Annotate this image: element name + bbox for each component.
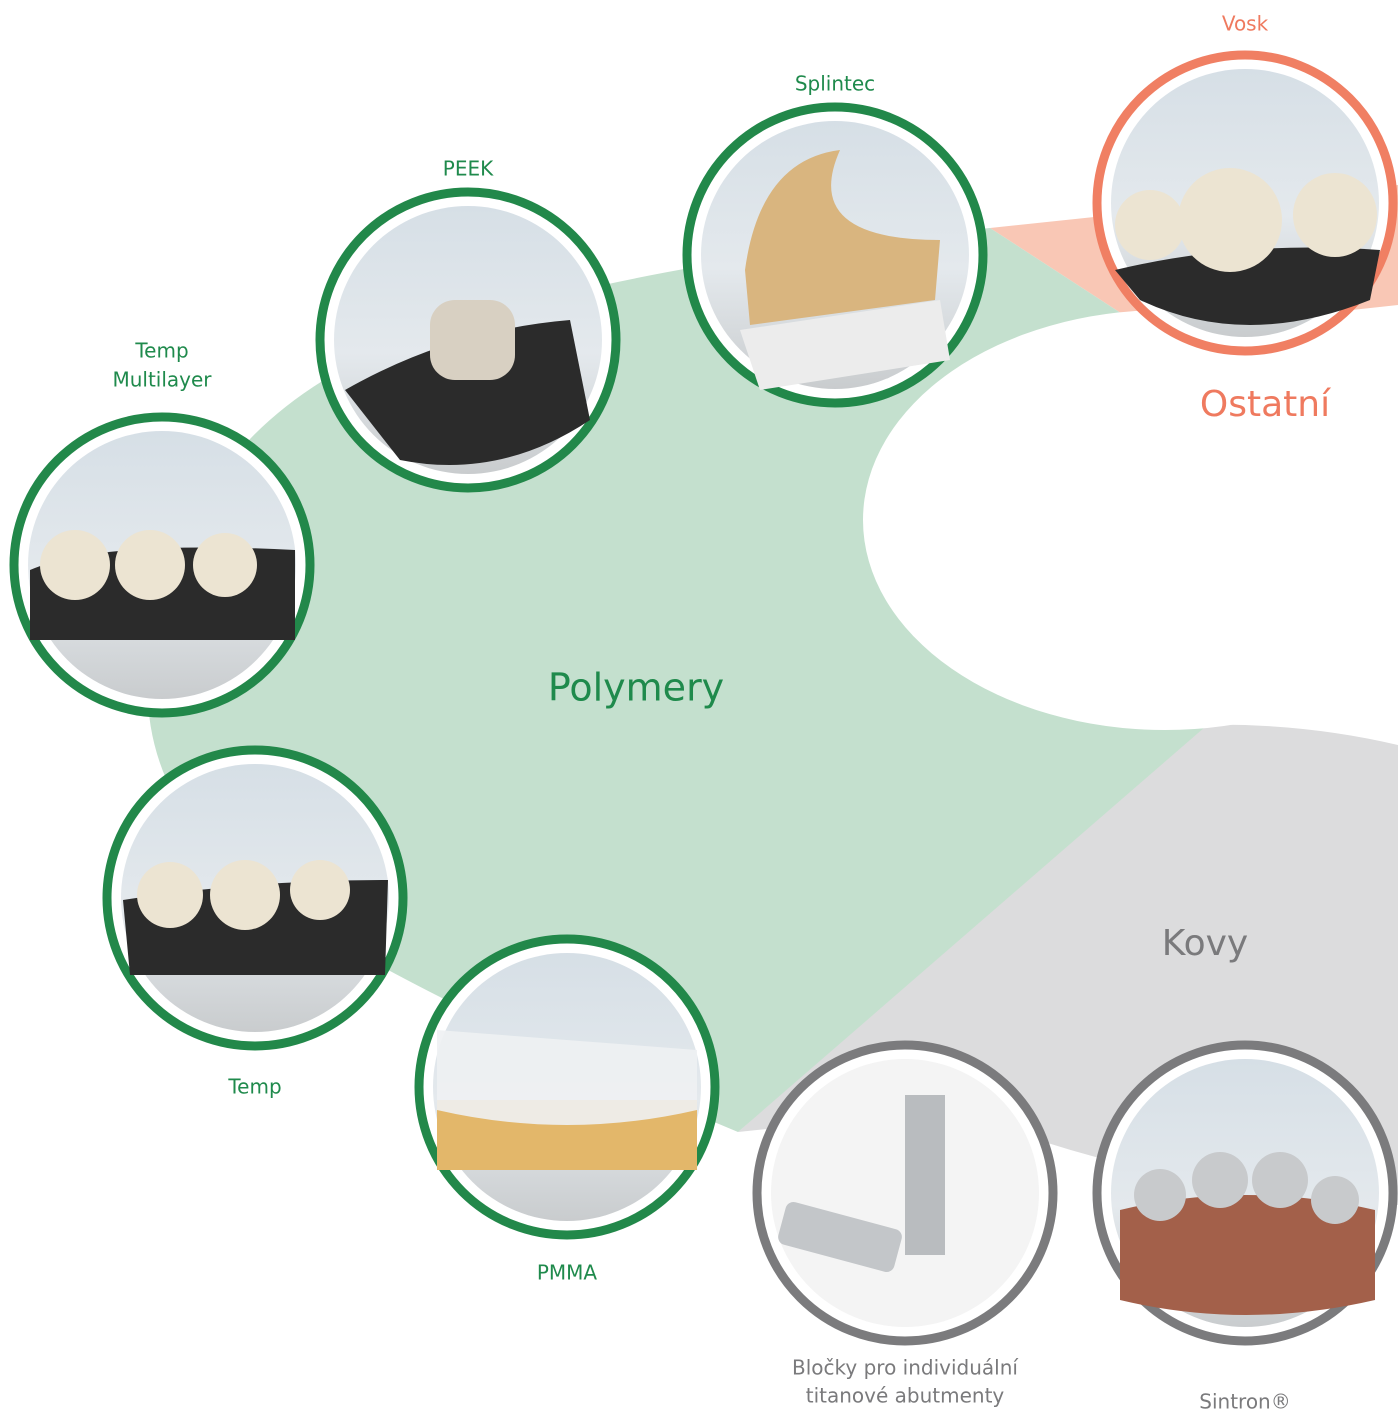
diagram: Polymery Ostatní Kovy Temp Multilayer PE…: [0, 0, 1398, 1416]
item-label: PEEK: [443, 157, 494, 181]
item-label: Temp: [227, 1075, 281, 1099]
item-label: Bločky pro individuální: [792, 1356, 1019, 1380]
circle-temp: [107, 750, 403, 1046]
circle-splintec: [687, 107, 983, 403]
circle-blocky: [757, 1045, 1053, 1341]
item-label: PMMA: [537, 1261, 598, 1285]
item-label: Multilayer: [112, 368, 212, 392]
section-title: Kovy: [1162, 923, 1248, 964]
circle-peek: [320, 192, 616, 488]
item-label: Temp: [134, 339, 188, 363]
item-label: Vosk: [1222, 12, 1269, 36]
circle-sintron: [1097, 1045, 1393, 1341]
section-title: Polymery: [548, 666, 724, 710]
circle-vosk: [1097, 55, 1393, 351]
circle-pmma: [419, 939, 715, 1235]
item-label: Sintron®: [1199, 1390, 1290, 1414]
section-title: Ostatní: [1200, 384, 1331, 425]
item-label: Splintec: [795, 72, 875, 96]
page: {"sections": [ {"name": "Polymery", "ite…: [0, 0, 1398, 1416]
item-label: titanové abutmenty: [806, 1384, 1005, 1408]
circle-temp-multilayer: [14, 417, 310, 713]
